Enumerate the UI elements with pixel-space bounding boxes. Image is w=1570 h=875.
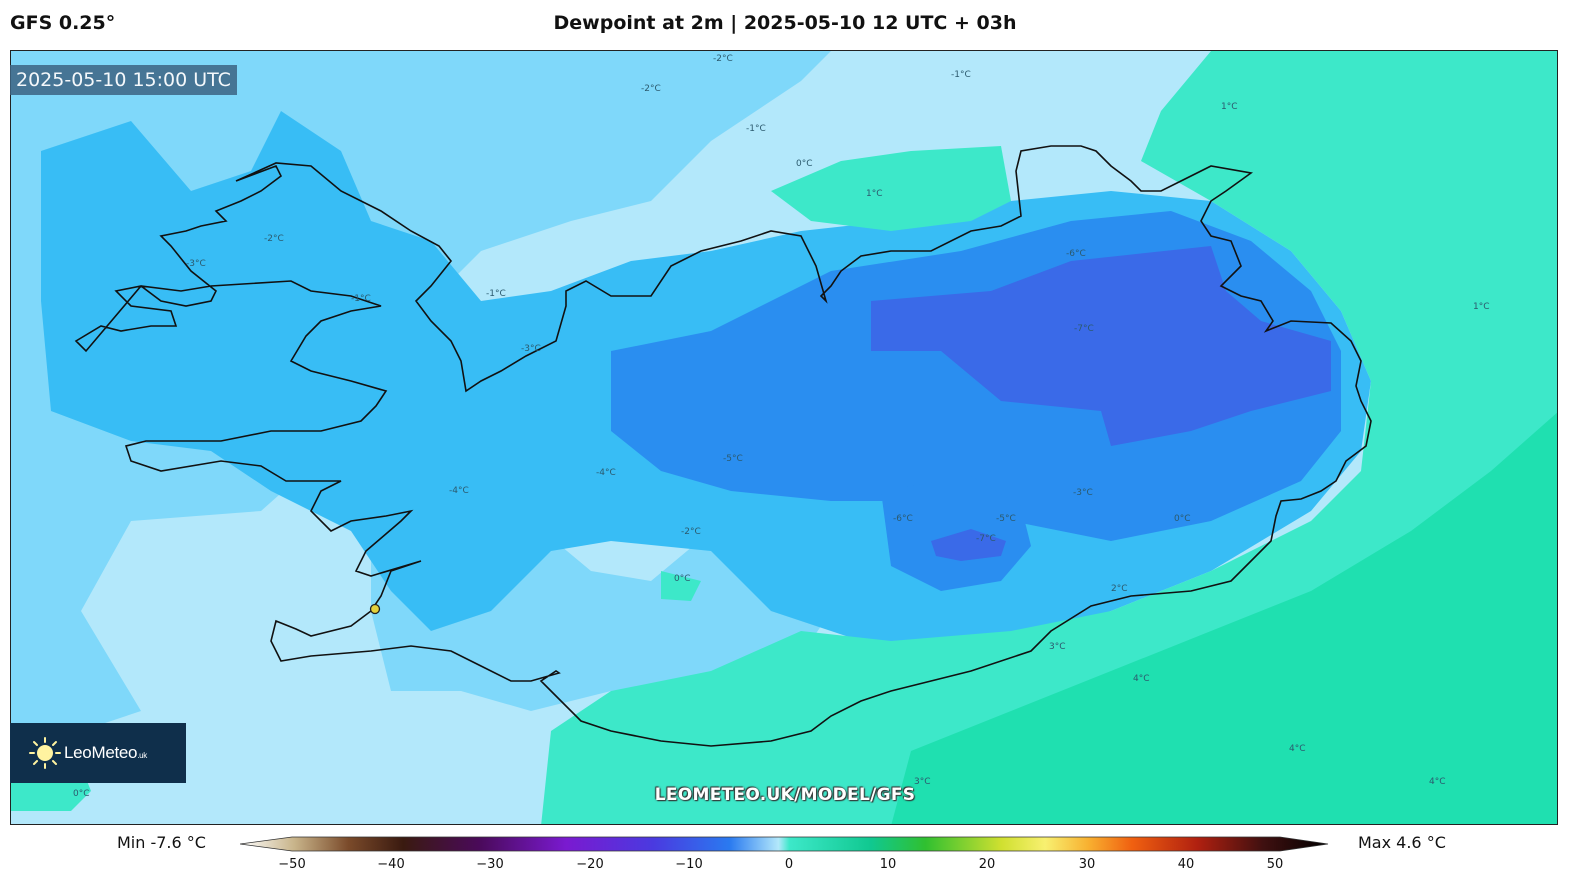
svg-text:-2°C: -2°C xyxy=(641,84,661,94)
svg-text:-2°C: -2°C xyxy=(681,527,701,537)
station-marker xyxy=(369,603,381,615)
svg-text:-1°C: -1°C xyxy=(951,70,971,80)
logo-text: LeoMeteo.uk xyxy=(64,743,147,762)
region-core-south xyxy=(931,529,1006,561)
min-value-label: Min -7.6 °C xyxy=(117,833,206,852)
svg-text:-4°C: -4°C xyxy=(596,468,616,478)
colorbar-gradient xyxy=(240,836,1329,852)
sun-icon xyxy=(29,737,61,769)
svg-text:-1°C: -1°C xyxy=(351,294,371,304)
tick-label: 40 xyxy=(1177,857,1195,872)
colorbar-ticks: −50 −40 −30 −20 −10 0 10 20 30 40 50 xyxy=(0,857,1570,875)
svg-text:-3°C: -3°C xyxy=(1073,488,1093,498)
map-panel[interactable]: -2°C -1°C -2°C -1°C 1°C 0°C 1°C -3°C -2°… xyxy=(10,50,1558,825)
svg-text:0°C: 0°C xyxy=(73,789,90,799)
model-name: GFS 0.25° xyxy=(10,12,116,34)
region-warm-deep xyxy=(891,412,1557,824)
tick-label: −50 xyxy=(278,857,306,872)
map-title: Dewpoint at 2m | 2025-05-10 12 UTC + 03h xyxy=(553,12,1017,34)
svg-text:4°C: 4°C xyxy=(1429,777,1446,787)
svg-text:0°C: 0°C xyxy=(1174,514,1191,524)
svg-text:4°C: 4°C xyxy=(1289,744,1306,754)
svg-text:0°C: 0°C xyxy=(674,574,691,584)
svg-text:-1°C: -1°C xyxy=(746,124,766,134)
tick-label: 0 xyxy=(784,857,794,872)
tick-label: 20 xyxy=(978,857,996,872)
svg-text:2°C: 2°C xyxy=(1111,584,1128,594)
site-watermark: LEOMETEO.UK/MODEL/GFS xyxy=(654,785,916,805)
dewpoint-map: -2°C -1°C -2°C -1°C 1°C 0°C 1°C -3°C -2°… xyxy=(11,51,1557,824)
max-value-label: Max 4.6 °C xyxy=(1358,833,1446,852)
region-warm-island xyxy=(771,146,1011,231)
svg-text:1°C: 1°C xyxy=(1221,102,1238,112)
svg-text:-7°C: -7°C xyxy=(976,534,996,544)
svg-text:-7°C: -7°C xyxy=(1074,324,1094,334)
region-warm-patch xyxy=(661,571,701,601)
svg-text:-3°C: -3°C xyxy=(186,259,206,269)
svg-text:-3°C: -3°C xyxy=(521,344,541,354)
svg-text:-1°C: -1°C xyxy=(486,289,506,299)
tick-label: 50 xyxy=(1266,857,1284,872)
tick-label: 30 xyxy=(1078,857,1096,872)
svg-text:0°C: 0°C xyxy=(796,159,813,169)
tick-label: −40 xyxy=(377,857,405,872)
svg-text:1°C: 1°C xyxy=(1473,302,1490,312)
tick-label: −20 xyxy=(576,857,604,872)
valid-time-badge: 2025-05-10 15:00 UTC xyxy=(10,65,237,95)
leometeo-logo[interactable]: LeoMeteo.uk xyxy=(10,723,186,783)
tick-label: −30 xyxy=(476,857,504,872)
coastline xyxy=(74,145,1372,747)
tick-label: −10 xyxy=(675,857,703,872)
svg-text:-2°C: -2°C xyxy=(264,234,284,244)
svg-text:-2°C: -2°C xyxy=(713,54,733,64)
svg-text:3°C: 3°C xyxy=(914,777,931,787)
svg-text:-5°C: -5°C xyxy=(723,454,743,464)
svg-text:-6°C: -6°C xyxy=(893,514,913,524)
svg-text:-4°C: -4°C xyxy=(449,486,469,496)
svg-text:-6°C: -6°C xyxy=(1066,249,1086,259)
tick-label: 10 xyxy=(879,857,897,872)
contour-labels: -2°C -1°C -2°C -1°C 1°C 0°C 1°C -3°C -2°… xyxy=(73,54,1490,799)
svg-text:-5°C: -5°C xyxy=(996,514,1016,524)
svg-text:1°C: 1°C xyxy=(866,189,883,199)
svg-text:3°C: 3°C xyxy=(1049,642,1066,652)
svg-text:4°C: 4°C xyxy=(1133,674,1150,684)
region-core xyxy=(871,246,1331,446)
colorbar xyxy=(240,836,1329,852)
